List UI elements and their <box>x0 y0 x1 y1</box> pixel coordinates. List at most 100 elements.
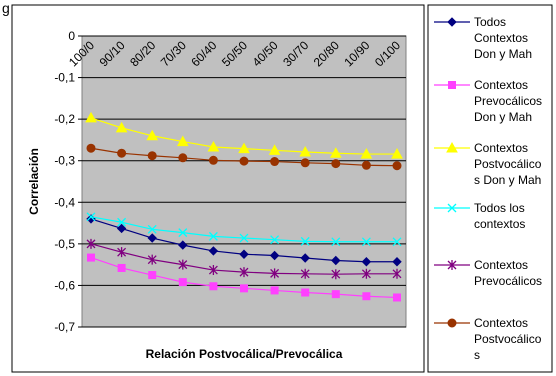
data-point <box>360 148 373 159</box>
legend-entry: Contextos Postvocálico s <box>434 316 542 362</box>
legend-label: Don y Mah <box>474 47 532 61</box>
data-point <box>117 263 126 272</box>
y-tick-label: 0 <box>68 29 75 43</box>
data-point <box>392 268 402 279</box>
series-4 <box>86 212 402 247</box>
series-group <box>85 111 403 302</box>
data-point <box>299 145 312 157</box>
data-point <box>116 223 127 234</box>
data-point <box>147 151 157 161</box>
series-6 <box>86 143 402 171</box>
data-point <box>148 271 157 280</box>
legend-entry: Contextos Prevocálicos <box>434 258 542 288</box>
data-point <box>300 158 310 168</box>
data-point <box>270 286 279 295</box>
legend-label: Todos <box>474 15 506 29</box>
data-point <box>270 268 280 279</box>
x-axis-title: Relación Postvocálica/Prevocálica <box>146 347 343 361</box>
data-point <box>207 140 220 152</box>
plot-area <box>81 35 407 328</box>
y-tick-label: -0,6 <box>54 278 75 292</box>
data-point <box>117 148 127 158</box>
data-point <box>147 254 157 265</box>
data-point <box>86 143 96 153</box>
legend-label: s Don y Mah <box>474 173 541 187</box>
data-point <box>239 267 249 278</box>
data-point <box>331 237 341 247</box>
legend-entry: Todos los contextos <box>434 201 525 231</box>
legend-label: Postvocálico <box>474 332 542 346</box>
data-point <box>300 268 310 279</box>
data-point <box>239 249 249 259</box>
y-tick-label: -0,3 <box>54 154 75 168</box>
legend-label: contextos <box>474 217 525 231</box>
data-point <box>146 129 159 141</box>
data-point <box>117 247 127 258</box>
series-3 <box>85 111 403 159</box>
data-point <box>361 268 371 279</box>
data-point <box>147 233 157 243</box>
data-point <box>270 157 280 167</box>
series-2 <box>87 253 401 302</box>
data-point <box>86 212 96 222</box>
data-point <box>178 153 188 163</box>
series-1 <box>86 214 402 267</box>
legend-label: Prevocálicos <box>474 94 542 108</box>
series-5 <box>86 238 402 280</box>
data-point <box>269 250 280 261</box>
data-point <box>115 121 128 133</box>
y-tick-label: -0,5 <box>54 237 75 251</box>
legend-label: Contextos <box>474 258 528 272</box>
legend-box <box>427 4 553 373</box>
data-point <box>331 290 340 299</box>
legend-label: Postvocálico <box>474 157 542 171</box>
data-point <box>446 141 458 153</box>
data-point <box>361 257 372 267</box>
data-point <box>178 278 187 287</box>
data-point <box>447 17 457 27</box>
legend-entry: Contextos Prevocálicos Don y Mah <box>434 78 542 124</box>
data-point <box>85 111 97 123</box>
data-point <box>361 160 371 170</box>
data-point <box>392 237 402 247</box>
legend-label: Contextos <box>474 141 528 155</box>
data-point <box>392 257 402 267</box>
data-point <box>447 203 457 213</box>
data-point <box>362 292 371 301</box>
data-point <box>331 159 341 169</box>
data-point <box>331 255 341 266</box>
y-tick-label: -0,4 <box>54 195 75 209</box>
data-point <box>448 81 456 89</box>
data-point <box>329 147 342 158</box>
y-tick-labels: 0 -0,1 -0,2 -0,3 -0,4 -0,5 -0,6 -0,7 <box>54 29 75 334</box>
legend-label: s <box>474 348 480 362</box>
legend-entry: Contextos Postvocálico s Don y Mah <box>434 141 542 187</box>
y-tick-label: -0,1 <box>54 71 75 85</box>
legend-label: Todos los <box>474 201 525 215</box>
data-point <box>86 238 96 249</box>
legend-label: Contextos <box>474 78 528 92</box>
data-point <box>208 155 218 165</box>
data-point <box>239 156 249 166</box>
data-point <box>447 318 457 328</box>
data-point <box>147 224 157 234</box>
legend-label: Contextos <box>474 316 528 330</box>
legend-label: Don y Mah <box>474 110 532 124</box>
data-point <box>393 293 401 302</box>
data-point <box>208 231 218 241</box>
page-label: g <box>2 0 10 16</box>
data-point <box>361 237 371 247</box>
legend-entry: Todos Contextos Don y Mah <box>434 15 532 61</box>
data-point <box>301 288 310 297</box>
y-tick-label: -0,2 <box>54 112 75 126</box>
data-point <box>178 228 188 238</box>
data-point <box>117 217 127 227</box>
data-point <box>208 265 218 276</box>
y-axis-title: Correlación <box>27 148 41 215</box>
data-point <box>300 236 310 246</box>
data-point <box>331 269 341 280</box>
legend-label: Prevocálicos <box>474 274 542 288</box>
data-point <box>209 282 218 291</box>
data-point <box>392 161 402 171</box>
